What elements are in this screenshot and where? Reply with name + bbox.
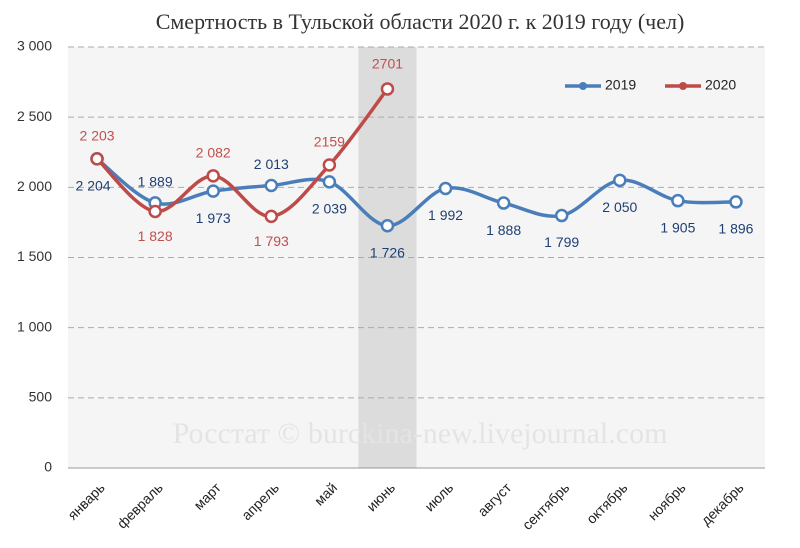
data-label: 2 204	[76, 177, 111, 193]
data-label: 2 082	[196, 145, 231, 161]
point	[554, 208, 569, 223]
data-label: 2 050	[602, 199, 637, 215]
data-label: 1 973	[196, 210, 231, 226]
point	[322, 175, 337, 189]
data-label: 2 203	[80, 128, 115, 144]
x-tick-label: июль	[421, 479, 456, 514]
legend-marker	[579, 82, 587, 90]
data-label: 1 896	[718, 221, 753, 237]
x-tick-label: октябрь	[583, 479, 630, 526]
data-label: 2159	[314, 134, 345, 150]
y-tick-label: 3 000	[17, 38, 52, 54]
data-label: 1 992	[428, 207, 463, 223]
point	[264, 209, 279, 224]
x-tick-label: август	[474, 479, 514, 519]
y-tick-label: 1 000	[17, 318, 52, 334]
y-tick-label: 0	[44, 459, 52, 475]
y-tick-label: 500	[29, 389, 53, 405]
point	[729, 195, 743, 209]
data-label: 1 888	[486, 222, 521, 238]
point	[380, 219, 395, 233]
y-tick-label: 2 000	[17, 178, 52, 194]
x-tick-label: март	[190, 479, 224, 513]
x-tick-label: январь	[64, 479, 107, 522]
x-tick-label: декабрь	[698, 479, 747, 528]
data-label: 1 799	[544, 234, 579, 250]
point	[90, 152, 104, 166]
point	[264, 178, 279, 193]
point	[206, 169, 220, 183]
point	[322, 158, 337, 172]
x-tick-label: ноябрь	[645, 479, 689, 523]
data-label: 1 793	[254, 233, 289, 249]
point	[206, 184, 220, 198]
data-label: 1 828	[138, 228, 173, 244]
watermark: Росстат © burckina-new.livejournal.com	[173, 417, 668, 450]
x-tick-label: июнь	[363, 479, 398, 514]
point	[496, 196, 511, 210]
legend-label: 2019	[605, 77, 636, 93]
x-tick-label: май	[311, 479, 340, 508]
chart-title: Смертность в Тульской области 2020 г. к …	[156, 9, 685, 34]
legend-marker	[679, 82, 687, 90]
data-label: 2 013	[254, 156, 289, 172]
point	[380, 82, 395, 96]
data-label: 1 889	[138, 174, 173, 190]
data-label: 2 039	[312, 201, 347, 217]
x-tick-label: февраль	[114, 479, 166, 531]
x-tick-label: сентябрь	[519, 479, 572, 532]
x-tick-label: апрель	[238, 479, 282, 523]
data-label: 2701	[372, 56, 403, 72]
data-label: 1 905	[660, 219, 695, 235]
y-tick-label: 1 500	[17, 248, 52, 264]
legend-label: 2020	[705, 77, 736, 93]
y-tick-label: 2 500	[17, 108, 52, 124]
point	[671, 193, 685, 208]
data-label: 1 726	[370, 244, 405, 260]
point	[148, 204, 162, 219]
point	[613, 173, 627, 188]
point	[438, 181, 453, 196]
